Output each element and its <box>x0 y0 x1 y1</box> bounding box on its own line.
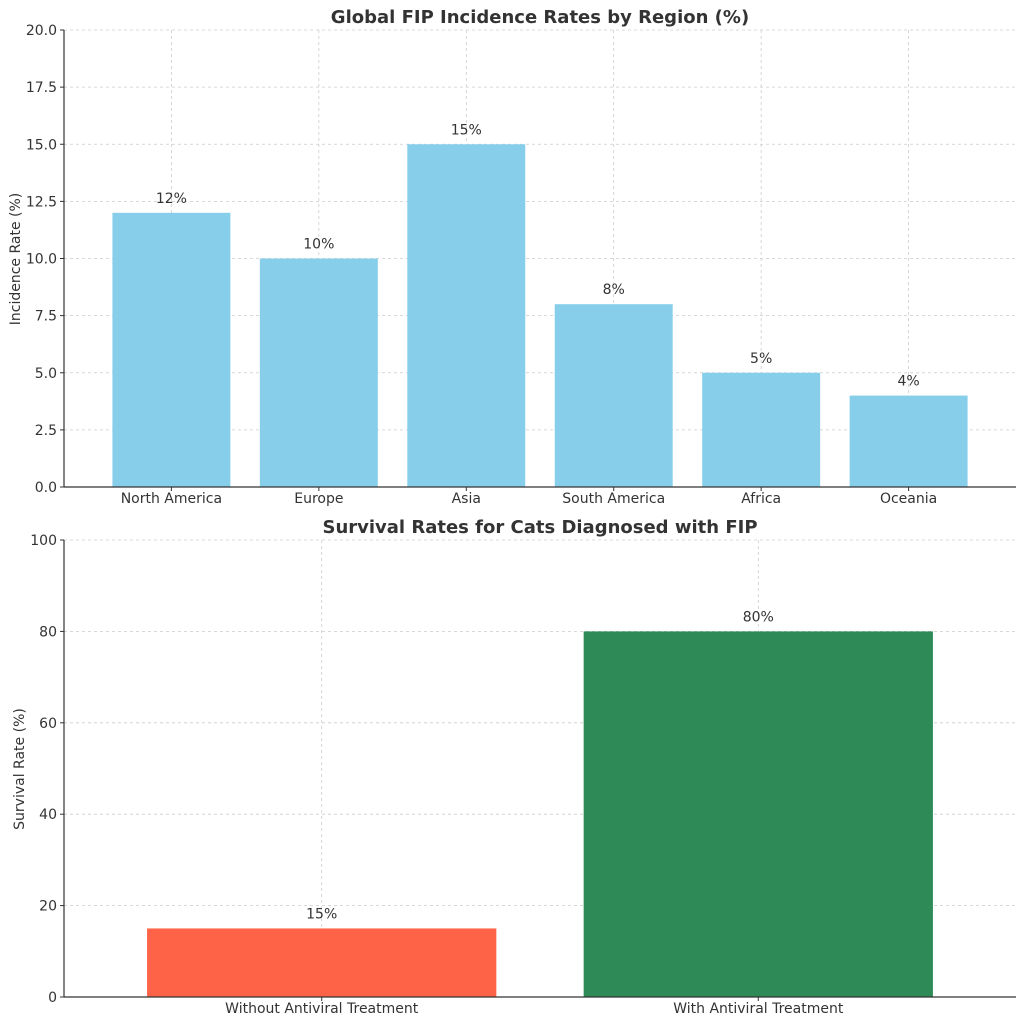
incidence-y-tick-label: 12.5 <box>26 194 57 210</box>
incidence-y-tick-label: 17.5 <box>26 80 57 96</box>
survival-y-tick-label: 20 <box>39 899 57 915</box>
incidence-data-label: 12% <box>156 191 187 207</box>
incidence-y-tick-label: 5.0 <box>35 366 57 382</box>
incidence-y-tick-label: 10.0 <box>26 252 57 268</box>
incidence-x-tick-label: South America <box>562 491 665 507</box>
survival-chart: Survival Rates for Cats Diagnosed with F… <box>12 517 1016 1017</box>
survival-data-label: 15% <box>306 906 337 922</box>
survival-data-label: 80% <box>743 609 774 625</box>
incidence-bar <box>554 304 673 487</box>
incidence-data-label: 4% <box>897 374 919 390</box>
incidence-bar <box>259 258 378 487</box>
incidence-x-tick-label: Asia <box>452 491 481 507</box>
survival-x-tick-label: With Antiviral Treatment <box>673 1001 844 1017</box>
survival-y-tick-label: 80 <box>39 624 57 640</box>
survival-chart-title: Survival Rates for Cats Diagnosed with F… <box>322 517 757 538</box>
incidence-data-label: 10% <box>303 237 334 253</box>
incidence-bar <box>849 395 968 487</box>
survival-y-tick-label: 40 <box>39 807 57 823</box>
survival-y-axis-label: Survival Rate (%) <box>12 708 28 830</box>
incidence-y-tick-label: 0.0 <box>35 480 57 496</box>
incidence-data-label: 8% <box>603 282 625 298</box>
incidence-x-tick-label: Oceania <box>880 491 937 507</box>
incidence-chart-title: Global FIP Incidence Rates by Region (%) <box>331 7 749 28</box>
survival-y-tick-label: 0 <box>48 990 57 1006</box>
survival-bar <box>583 631 933 997</box>
incidence-axes: 0.0 2.5 5.0 7.5 10.0 12.5 15.0 17.5 20.0 North Am… <box>26 23 1016 507</box>
incidence-x-tick-label: North America <box>121 491 222 507</box>
incidence-bar <box>112 212 231 488</box>
incidence-y-tick-label: 2.5 <box>35 423 57 439</box>
incidence-data-label: 15% <box>451 122 482 138</box>
incidence-data-label: 5% <box>750 351 772 367</box>
incidence-y-axis-label: Incidence Rate (%) <box>8 193 24 326</box>
incidence-x-tick-label: Europe <box>294 491 343 507</box>
survival-axes: 0 20 40 60 80 100 Without Antiviral Treatment W… <box>30 533 1016 1017</box>
incidence-bar <box>407 144 526 487</box>
survival-y-tick-label: 100 <box>30 533 57 549</box>
incidence-bars: 12% 10% 15% 8% 5% 4% <box>112 122 968 488</box>
survival-bar <box>147 928 497 997</box>
incidence-y-tick-label: 15.0 <box>26 137 57 153</box>
survival-x-tick-label: Without Antiviral Treatment <box>225 1001 419 1017</box>
survival-y-tick-label: 60 <box>39 716 57 732</box>
incidence-y-tick-label: 7.5 <box>35 309 57 325</box>
incidence-bar <box>702 372 821 487</box>
incidence-chart: Global FIP Incidence Rates by Region (%)… <box>8 7 1016 507</box>
incidence-x-tick-label: Africa <box>741 491 781 507</box>
survival-bars: 15% 80% <box>147 609 933 997</box>
incidence-y-tick-label: 20.0 <box>26 23 57 39</box>
